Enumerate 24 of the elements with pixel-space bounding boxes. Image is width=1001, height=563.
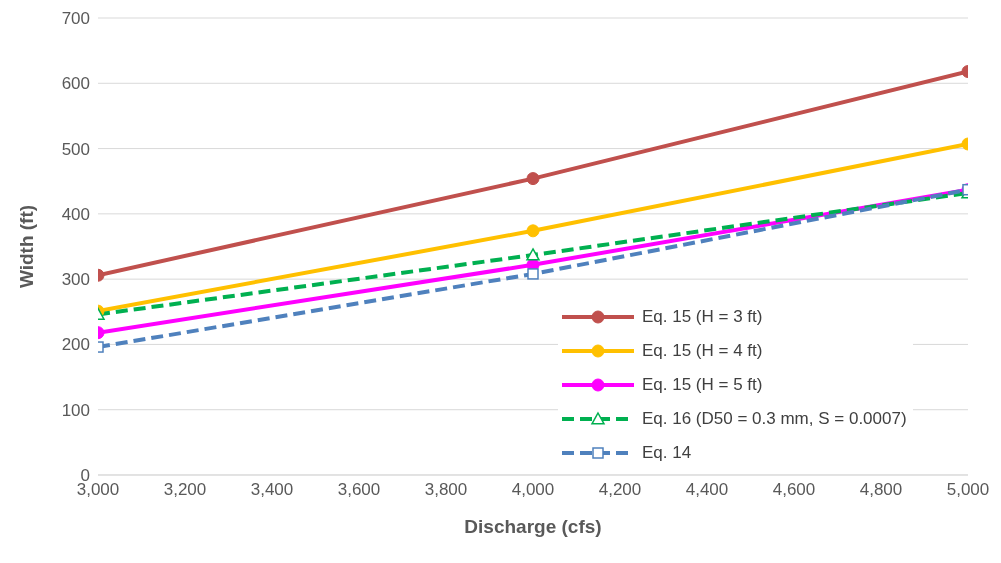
x-tick-label: 4,800 bbox=[859, 480, 903, 500]
y-tick-label: 200 bbox=[61, 335, 90, 355]
x-tick-label: 3,600 bbox=[337, 480, 381, 500]
y-tick-label: 600 bbox=[61, 74, 90, 94]
y-tick-label: 500 bbox=[61, 139, 90, 159]
y-tick-label: 300 bbox=[61, 270, 90, 290]
x-tick-label: 3,800 bbox=[424, 480, 468, 500]
y-axis-title: Width (ft) bbox=[15, 204, 37, 289]
y-tick-label: 100 bbox=[61, 400, 90, 420]
x-tick-label: 5,000 bbox=[946, 480, 990, 500]
y-tick-label: 700 bbox=[61, 9, 90, 29]
x-tick-label: 4,000 bbox=[511, 480, 555, 500]
legend-label: Eq. 15 (H = 4 ft) bbox=[642, 341, 763, 361]
x-tick-label: 4,600 bbox=[772, 480, 816, 500]
legend-label: Eq. 14 bbox=[642, 443, 692, 463]
legend-label: Eq. 16 (D50 = 0.3 mm, S = 0.0007) bbox=[642, 409, 907, 429]
legend-label: Eq. 15 (H = 3 ft) bbox=[642, 307, 763, 327]
x-tick-label: 4,400 bbox=[685, 480, 729, 500]
x-tick-label: 3,400 bbox=[250, 480, 294, 500]
y-tick-label: 400 bbox=[61, 204, 90, 224]
x-axis-title: Discharge (cfs) bbox=[464, 516, 602, 537]
legend-label: Eq. 15 (H = 5 ft) bbox=[642, 375, 763, 395]
x-tick-label: 3,200 bbox=[163, 480, 207, 500]
x-tick-label: 4,200 bbox=[598, 480, 642, 500]
